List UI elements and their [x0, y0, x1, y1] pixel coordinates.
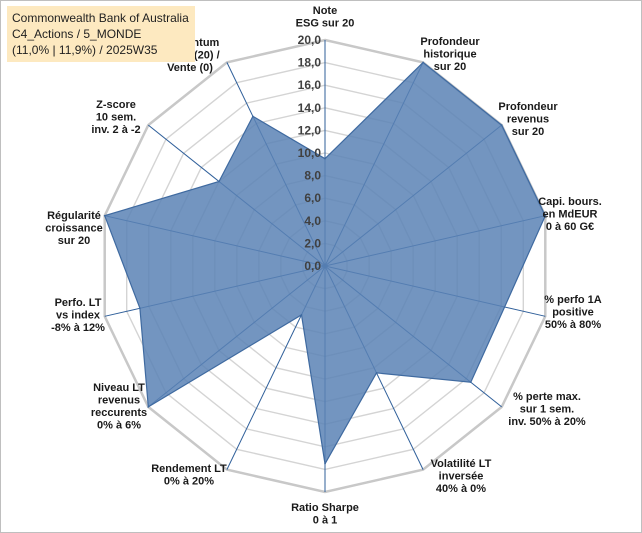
axis-label-13: Z-score 10 sem. inv. 2 à -2: [91, 99, 140, 136]
axis-label-line: Perfo. LT: [55, 297, 102, 309]
axis-label-line: Z-score: [96, 99, 136, 111]
data-point-5: [503, 306, 506, 308]
axis-label-line: croissance: [45, 223, 102, 235]
data-point-13: [218, 180, 220, 183]
title-line-2: C4_Actions / 5_MONDE: [12, 27, 142, 41]
axis-label-line: Profondeur: [420, 36, 480, 48]
axis-label-line: Volatilité LT: [431, 458, 492, 470]
axis-label-line: % perfo 1A: [544, 294, 602, 306]
tick-label-6: 12,0: [298, 123, 322, 137]
tick-label-1: 2,0: [304, 236, 321, 250]
axis-label-line: positive: [552, 307, 594, 319]
data-point-7: [375, 372, 378, 374]
data-point-8: [324, 463, 326, 465]
axis-label-line: historique: [423, 49, 476, 61]
axis-label-line: sur 20: [434, 61, 466, 73]
tick-label-3: 6,0: [304, 191, 321, 205]
tick-label-10: 20,0: [298, 33, 322, 47]
axis-label-line: 0% à 6%: [97, 420, 141, 432]
chart-title: Commonwealth Bank of Australia C4_Action…: [7, 6, 195, 62]
axis-label-7: Volatilité LT inversée 40% à 0%: [431, 458, 492, 495]
data-point-4: [544, 214, 547, 217]
axis-label-9: Rendement LT 0% à 20%: [151, 463, 227, 488]
axis-label-line: ESG sur 20: [296, 18, 355, 30]
axis-label-3: Profondeur revenus sur 20: [498, 101, 558, 138]
axis-label-line: inv. 50% à 20%: [508, 416, 586, 428]
data-point-6: [470, 381, 472, 384]
axis-label-line: Capi. bours.: [538, 196, 602, 208]
data-point-14: [252, 115, 254, 118]
data-point-3: [500, 124, 503, 126]
data-point-11: [139, 307, 141, 310]
axis-label-12: Régularité croissance sur 20: [45, 210, 102, 247]
axis-label-line: sur 20: [58, 235, 90, 247]
title-line-3: (11,0% | 11,9%) / 2025W35: [12, 43, 158, 57]
axis-label-line: 0 à 1: [313, 515, 337, 527]
radar-series: [103, 61, 547, 466]
title-line-1: Commonwealth Bank of Australia: [12, 11, 189, 25]
axis-label-line: Ratio Sharpe: [291, 502, 359, 514]
tick-label-4: 8,0: [304, 169, 321, 183]
axis-label-line: 0 à 60 G€: [546, 221, 594, 233]
axis-label-line: sur 1 sem.: [520, 404, 574, 416]
axis-label-line: sur 20: [512, 126, 544, 138]
axis-label-line: % perte max.: [513, 391, 581, 403]
tick-label-7: 14,0: [298, 101, 322, 115]
axis-label-2: Profondeur historique sur 20: [420, 36, 480, 73]
axis-label-1: Note ESG sur 20: [296, 5, 355, 30]
axis-label-11: Perfo. LT vs index -8% à 12%: [51, 297, 105, 334]
data-point-12: [103, 214, 106, 217]
axis-label-line: en MdEUR: [543, 209, 598, 221]
axis-label-8: Ratio Sharpe 0 à 1: [291, 502, 359, 527]
tick-label-8: 16,0: [298, 78, 322, 92]
axis-label-6: % perte max. sur 1 sem. inv. 50% à 20%: [508, 391, 586, 428]
tick-label-5: 10,0: [298, 146, 322, 160]
axis-label-line: Niveau LT: [93, 382, 145, 394]
axis-label-line: 50% à 80%: [545, 319, 601, 331]
data-point-10: [147, 406, 150, 408]
axis-label-line: Rendement LT: [151, 463, 227, 475]
axis-label-line: -8% à 12%: [51, 322, 105, 334]
data-point-9: [300, 314, 303, 316]
axis-label-line: Note: [313, 5, 337, 17]
axis-label-4: Capi. bours. en MdEUR 0 à 60 G€: [538, 196, 602, 233]
axis-label-10: Niveau LT revenus reccurents 0% à 6%: [91, 382, 147, 432]
axis-label-line: 10 sem.: [96, 112, 136, 124]
tick-label-0: 0,0: [304, 259, 321, 273]
radial-tick-labels: 0,0 2,0 4,0 6,0 8,0 10,0 12,0 14,0 16,0 18,0 20,0: [298, 33, 322, 273]
axis-label-line: Profondeur: [498, 101, 558, 113]
axis-label-line: 40% à 0%: [436, 483, 486, 495]
axis-label-line: inv. 2 à -2: [91, 124, 140, 136]
axis-label-line: 0% à 20%: [164, 476, 214, 488]
axis-label-5: % perfo 1A positive 50% à 80%: [544, 294, 602, 331]
data-point-1: [324, 157, 326, 160]
axis-label-line: Vente (0): [167, 62, 213, 74]
axis-label-line: inversée: [439, 471, 484, 483]
axis-label-line: vs index: [56, 310, 101, 322]
axis-label-line: revenus: [507, 114, 549, 126]
axis-label-line: Régularité: [47, 210, 101, 222]
axis-label-line: reccurents: [91, 407, 147, 419]
data-point-2: [422, 61, 424, 64]
tick-label-9: 18,0: [298, 56, 322, 70]
tick-label-2: 4,0: [304, 214, 321, 228]
axis-label-line: revenus: [98, 395, 140, 407]
